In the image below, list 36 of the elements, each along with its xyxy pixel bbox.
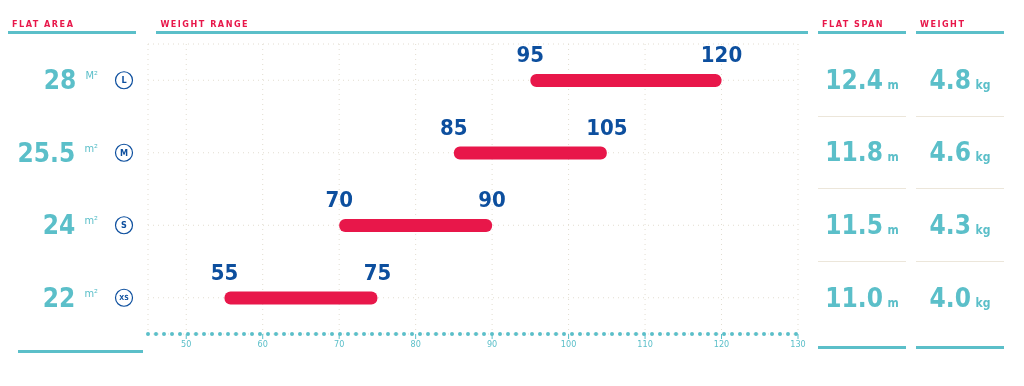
annotation: 90 bbox=[477, 187, 507, 213]
text: FLAT SPAN bbox=[818, 8, 906, 34]
x-tick-label: 90 bbox=[486, 339, 498, 350]
text: FLAT AREA bbox=[8, 8, 137, 34]
annotation: 85 bbox=[439, 114, 469, 140]
bar bbox=[339, 219, 493, 232]
x-tick-label: 100 bbox=[560, 339, 577, 350]
annotation: 120 bbox=[699, 42, 744, 68]
chart-title: WEIGHT RANGE bbox=[156, 8, 808, 34]
text: 4.8 kg bbox=[929, 64, 991, 95]
annotation: 75 bbox=[362, 259, 393, 285]
category-label: 28 $^{M²}$ L bbox=[43, 65, 127, 96]
x-tick-label: 80 bbox=[410, 339, 421, 350]
x-tick-label: 50 bbox=[181, 339, 192, 350]
x-tick-label: 110 bbox=[637, 339, 653, 350]
annotation: 95 bbox=[515, 42, 546, 68]
annotation: 55 bbox=[209, 259, 240, 285]
text: 4.6 kg bbox=[929, 137, 991, 168]
category-label: 24 $^{m²}$ S bbox=[42, 210, 127, 241]
annotation: 105 bbox=[585, 114, 629, 140]
text: 4.3 kg bbox=[929, 209, 991, 240]
x-tick-label: 130 bbox=[790, 339, 806, 350]
bar bbox=[530, 74, 722, 87]
annotation: 70 bbox=[324, 187, 354, 213]
text: 11.0 m bbox=[825, 282, 899, 313]
bar bbox=[453, 146, 607, 160]
text: 11.8 m bbox=[825, 137, 899, 168]
category-label: 25.5 $^{m²}$ M bbox=[17, 137, 129, 168]
bar bbox=[224, 291, 378, 305]
text: 4.0 kg bbox=[929, 282, 991, 313]
text: 11.5 m bbox=[825, 209, 899, 240]
text: WEIGHT bbox=[916, 8, 1004, 34]
x-tick-label: 60 bbox=[257, 339, 268, 350]
text: 12.4 m bbox=[825, 64, 899, 95]
x-tick-label: 70 bbox=[334, 339, 345, 350]
x-tick-label: 120 bbox=[713, 339, 730, 350]
